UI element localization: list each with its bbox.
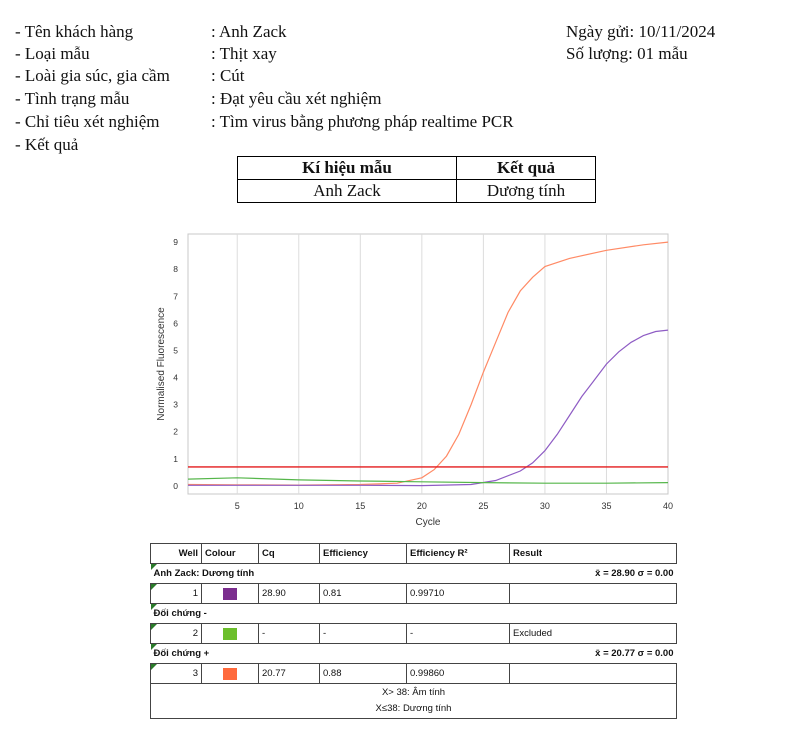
group-row: Anh Zack: Dương tính x̄ = 28.90 σ = 0.00 [150,563,677,584]
cq-cell: - [258,623,320,644]
group-name: Đối chứng - [150,603,407,624]
y-tick-label: 8 [173,264,178,274]
result-header-result: Kết quả [456,156,596,180]
x-tick-label: 5 [235,501,240,511]
efficiency-r2-cell: 0.99860 [406,663,510,684]
info-value: : Thịt xay [211,44,277,63]
x-tick-label: 10 [294,501,304,511]
y-tick-label: 6 [173,318,178,328]
colour-cell [201,583,259,604]
legend-positive: X≤38: Dương tính [375,703,452,714]
result-header-sample: Kí hiệu mẫu [237,156,457,180]
colour-swatch [223,667,237,680]
x-axis-label: Cycle [415,517,440,528]
table-row[interactable]: 2 - - - Excluded [150,623,677,644]
info-label: - Loại mẫu [15,44,90,63]
info-label: - Chỉ tiêu xét nghiệm [15,112,160,131]
pcr-chart-svg: 5 10 15 20 25 30 35 40 0 1 2 3 4 5 6 7 8 9 Cycle Normalised… [156,233,673,528]
result-cell: Excluded [509,623,677,644]
legend-negative: X> 38: Âm tính [381,687,446,698]
group-row: Đối chứng - [150,603,677,624]
info-label: - Kết quả [15,135,79,154]
cq-cell: 28.90 [258,583,320,604]
col-cq: Cq [258,543,320,564]
x-tick-label: 25 [478,501,488,511]
info-label: - Tình trạng mẫu [15,89,130,108]
legend-row: X> 38: Âm tính X≤38: Dương tính [150,683,677,719]
cq-cell: 20.77 [258,663,320,684]
series-line-2 [187,477,669,484]
x-tick-label: 20 [417,501,427,511]
sent-date: Ngày gửi: 10/11/2024 [566,22,716,41]
plot-area [187,233,669,495]
series-line-0 [187,241,669,486]
efficiency-r2-cell: 0.99710 [406,583,510,604]
series-line-1 [188,329,669,487]
table-row[interactable]: 1 28.90 0.81 0.99710 [150,583,677,604]
col-efficiency-r2: Efficiency R² [406,543,510,564]
x-tick-label: 15 [355,501,365,511]
x-tick-label: 35 [601,501,611,511]
legend-cell: X> 38: Âm tính X≤38: Dương tính [150,683,677,719]
efficiency-r2-cell: - [406,623,510,644]
col-result: Result [509,543,677,564]
info-label: - Loài gia súc, gia cầm [15,66,170,85]
y-axis-label: Normalised Fluorescence [156,307,167,421]
colour-cell [201,623,259,644]
y-tick-label: 4 [173,373,178,383]
info-value: : Đạt yêu cầu xét nghiệm [211,89,382,108]
wells-header-row: Well Colour Cq Efficiency Efficiency R² … [150,543,677,564]
wells-table: Well Colour Cq Efficiency Efficiency R² … [150,543,677,719]
pcr-chart: 5 10 15 20 25 30 35 40 0 1 2 3 4 5 6 7 8 9 Cycle Normalised… [150,228,680,530]
group-summary: x̄ = 28.90 σ = 0.00 [406,563,677,584]
efficiency-cell: 0.81 [319,583,407,604]
colour-cell [201,663,259,684]
group-summary [406,603,677,624]
x-tick-label: 40 [663,501,673,511]
group-summary: x̄ = 20.77 σ = 0.00 [406,643,677,664]
well-number: 2 [150,623,202,644]
col-efficiency: Efficiency [319,543,407,564]
col-well: Well [150,543,202,564]
group-name: Anh Zack: Dương tính [150,563,407,584]
x-tick-label: 30 [540,501,550,511]
colour-swatch [223,627,237,640]
y-tick-label: 1 [173,454,178,464]
efficiency-cell: 0.88 [319,663,407,684]
y-tick-label: 5 [173,345,178,355]
result-table: Kí hiệu mẫu Kết quả Anh Zack Dương tính [237,156,596,203]
table-row[interactable]: 3 20.77 0.88 0.99860 [150,663,677,684]
result-value-cell: Dương tính [456,179,596,203]
result-cell [509,583,677,604]
well-number: 3 [150,663,202,684]
info-value: : Cút [211,66,245,85]
info-value: : Anh Zack [211,22,287,41]
y-tick-label: 0 [173,481,178,491]
y-tick-label: 9 [173,237,178,247]
sample-quantity: Số lượng: 01 mẫu [566,44,688,63]
y-tick-label: 7 [173,291,178,301]
info-value: : Tìm virus bằng phương pháp realtime PC… [211,112,514,131]
result-sample-cell: Anh Zack [237,179,457,203]
y-tick-label: 3 [173,400,178,410]
y-tick-label: 2 [173,427,178,437]
well-number: 1 [150,583,202,604]
result-cell [509,663,677,684]
col-colour: Colour [201,543,259,564]
colour-swatch [223,587,237,600]
group-name: Đối chứng + [150,643,407,664]
group-row: Đối chứng + x̄ = 20.77 σ = 0.00 [150,643,677,664]
efficiency-cell: - [319,623,407,644]
info-label: - Tên khách hàng [15,22,134,41]
